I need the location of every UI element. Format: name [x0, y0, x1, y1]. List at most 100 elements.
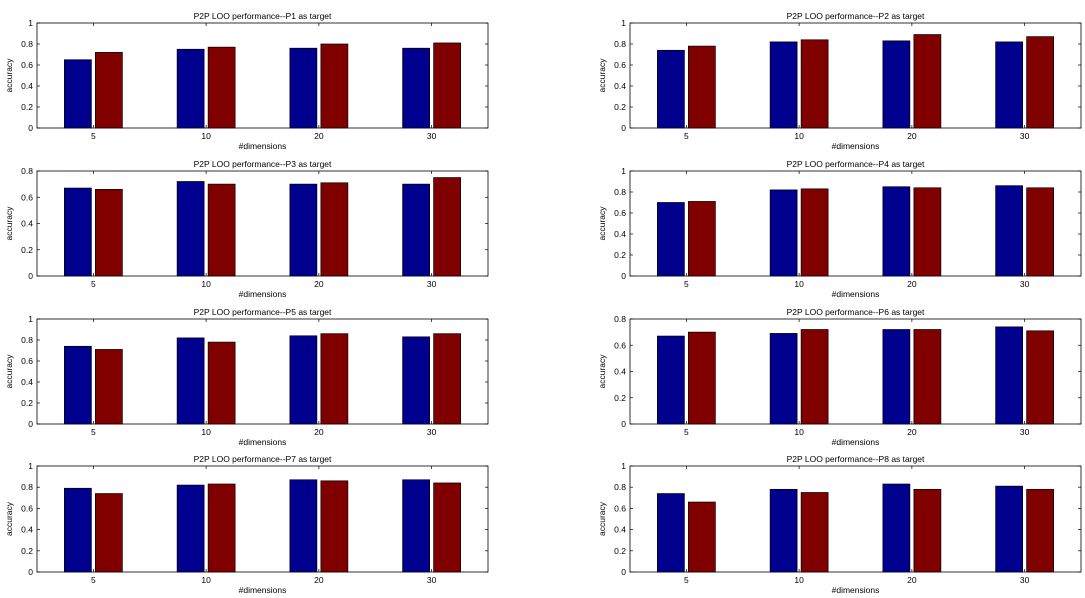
y-tick-label: 0.2: [614, 393, 626, 403]
y-axis-label: accuracy: [597, 206, 607, 241]
x-tick-label: 30: [427, 279, 437, 289]
y-tick-label: 1: [28, 314, 33, 324]
y-tick-label: 0.6: [21, 60, 33, 70]
y-tick-label: 0.8: [21, 39, 33, 49]
chart-title: P2P LOO performance--P5 as target: [194, 307, 332, 317]
bar-series-2: [800, 188, 829, 277]
x-tick-label: 20: [314, 575, 324, 585]
bar-series-2: [913, 329, 942, 425]
bar-series-2: [95, 189, 123, 277]
y-tick-label: 0.6: [614, 503, 626, 513]
x-tick-label: 5: [91, 427, 96, 437]
y-tick-label: 0.4: [21, 377, 33, 387]
bar-series-2: [207, 46, 236, 129]
bar-series-2: [688, 45, 716, 129]
y-tick-label: 0.2: [614, 546, 626, 556]
bar-series-2: [207, 341, 236, 425]
y-tick-label: 0: [621, 567, 626, 577]
chart-panel: P2P LOO performance--P6 as target 0 0.2 0.4…: [597, 307, 1082, 447]
y-tick-label: 0: [28, 419, 33, 429]
y-tick-label: 0.6: [21, 192, 33, 202]
chart-title: P2P LOO performance--P8 as target: [787, 454, 925, 464]
bar-series-1: [882, 329, 911, 425]
y-tick-label: 0.8: [21, 166, 33, 176]
bar-series-1: [995, 326, 1023, 425]
bar-series-1: [289, 335, 318, 425]
x-axis-label: #dimensions: [239, 437, 287, 447]
y-tick-label: 0: [621, 419, 626, 429]
y-tick-label: 0.8: [614, 482, 626, 492]
bar-series-1: [176, 484, 205, 573]
bar-series-2: [95, 493, 123, 573]
bar-series-2: [320, 333, 349, 425]
y-tick-label: 0.2: [614, 250, 626, 260]
x-tick-label: 5: [91, 279, 96, 289]
y-tick-label: 0.8: [614, 39, 626, 49]
chart-panel: P2P LOO performance--P4 as target 0 0.2 0.4…: [597, 159, 1082, 299]
y-tick-label: 0.8: [21, 335, 33, 345]
y-axis-label: accuracy: [4, 206, 14, 241]
x-tick-label: 5: [684, 427, 689, 437]
chart-title: P2P LOO performance--P2 as target: [787, 11, 925, 21]
x-tick-label: 10: [794, 575, 804, 585]
chart-title: P2P LOO performance--P1 as target: [194, 11, 332, 21]
bar-series-1: [64, 487, 92, 573]
y-axis-label: accuracy: [4, 501, 14, 536]
x-tick-label: 10: [794, 279, 804, 289]
bar-series-1: [657, 202, 685, 277]
x-tick-label: 20: [907, 427, 917, 437]
bar-series-2: [433, 333, 461, 425]
x-tick-label: 30: [427, 427, 437, 437]
x-axis-label: #dimensions: [239, 141, 287, 151]
bar-series-2: [433, 42, 461, 129]
y-tick-label: 1: [621, 18, 626, 28]
bar-series-1: [769, 41, 798, 129]
x-tick-label: 20: [907, 575, 917, 585]
y-tick-label: 0.4: [21, 219, 33, 229]
y-tick-label: 0.8: [614, 314, 626, 324]
bar-series-2: [1026, 330, 1054, 425]
x-axis-label: #dimensions: [832, 437, 880, 447]
bar-series-2: [800, 329, 829, 425]
x-axis-label: #dimensions: [832, 141, 880, 151]
bar-series-1: [402, 336, 430, 425]
bar-series-1: [289, 183, 318, 277]
x-tick-label: 10: [201, 427, 211, 437]
bar-series-1: [289, 479, 318, 573]
chart-panel: P2P LOO performance--P8 as target 0 0.2 0.4…: [597, 454, 1082, 595]
x-tick-label: 10: [794, 427, 804, 437]
y-tick-label: 0.2: [614, 102, 626, 112]
y-tick-label: 1: [621, 461, 626, 471]
bar-series-1: [995, 185, 1023, 277]
bar-series-2: [433, 177, 461, 277]
bar-series-1: [176, 337, 205, 425]
bar-series-2: [433, 482, 461, 573]
x-tick-label: 5: [684, 279, 689, 289]
x-tick-label: 20: [907, 131, 917, 141]
x-axis-label: #dimensions: [832, 289, 880, 299]
y-tick-label: 1: [28, 18, 33, 28]
bar-series-1: [769, 488, 798, 573]
y-tick-label: 0.4: [21, 525, 33, 535]
bar-series-1: [769, 333, 798, 425]
bar-series-1: [289, 47, 318, 129]
y-tick-label: 0.2: [21, 102, 33, 112]
chart-panel: P2P LOO performance--P7 as target 0 0.2 0.4…: [4, 454, 489, 595]
bar-series-1: [882, 483, 911, 573]
bar-series-2: [913, 34, 942, 129]
y-tick-label: 0.8: [21, 482, 33, 492]
bar-series-1: [64, 187, 92, 277]
bar-series-2: [913, 488, 942, 573]
bar-series-1: [882, 186, 911, 277]
bar-series-1: [995, 41, 1023, 129]
x-tick-label: 30: [427, 131, 437, 141]
y-tick-label: 0.4: [21, 81, 33, 91]
bar-series-2: [800, 492, 829, 573]
y-tick-label: 0: [621, 271, 626, 281]
bar-series-1: [402, 47, 430, 129]
bar-series-2: [688, 201, 716, 277]
bar-series-1: [402, 479, 430, 573]
y-tick-label: 0: [28, 123, 33, 133]
bar-series-1: [402, 183, 430, 277]
x-axis-label: #dimensions: [239, 585, 287, 595]
